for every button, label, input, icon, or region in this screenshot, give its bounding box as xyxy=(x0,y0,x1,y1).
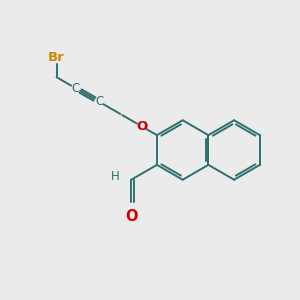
Text: C: C xyxy=(95,95,103,108)
Text: O: O xyxy=(136,120,147,133)
Text: Br: Br xyxy=(48,51,65,64)
Text: O: O xyxy=(125,208,137,224)
Text: H: H xyxy=(111,170,120,183)
Text: C: C xyxy=(72,82,80,95)
